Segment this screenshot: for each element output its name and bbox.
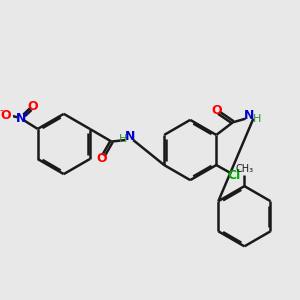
Text: H: H bbox=[254, 114, 262, 124]
Text: +: + bbox=[22, 110, 29, 118]
Text: H: H bbox=[119, 134, 127, 145]
Text: -: - bbox=[0, 105, 3, 115]
Text: O: O bbox=[1, 109, 11, 122]
Text: O: O bbox=[211, 104, 222, 117]
Text: N: N bbox=[124, 130, 135, 143]
Text: N: N bbox=[16, 112, 26, 125]
Text: Cl: Cl bbox=[228, 169, 241, 182]
Text: N: N bbox=[244, 109, 255, 122]
Text: O: O bbox=[27, 100, 38, 113]
Text: O: O bbox=[97, 152, 107, 165]
Text: CH₃: CH₃ bbox=[236, 164, 253, 174]
